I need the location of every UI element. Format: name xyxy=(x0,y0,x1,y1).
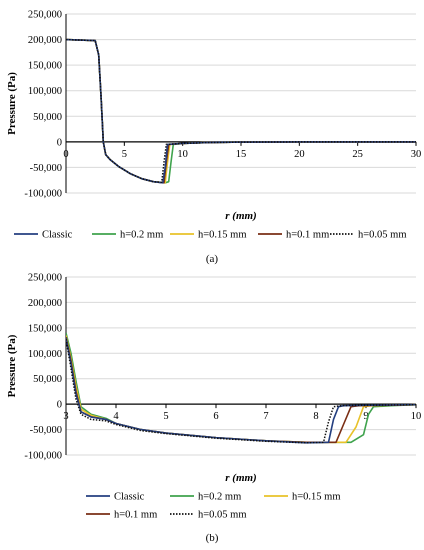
y-axis-title: Pressure (Pa) xyxy=(6,334,18,397)
x-tick-label: 25 xyxy=(352,149,363,160)
y-tick-label: -50,000 xyxy=(30,163,62,174)
x-tick-label: 6 xyxy=(213,411,218,422)
y-tick-label: 250,000 xyxy=(28,273,62,284)
x-tick-label: 4 xyxy=(113,411,119,422)
x-axis-title: r (mm) xyxy=(225,210,256,222)
y-tick-label: 100,000 xyxy=(28,349,62,360)
y-tick-label: -100,000 xyxy=(24,189,62,200)
x-tick-label: 10 xyxy=(177,149,188,160)
y-tick-label: 250,000 xyxy=(28,10,62,21)
legend-label: h=0.2 mm xyxy=(120,230,163,241)
x-tick-label: 30 xyxy=(411,149,422,160)
y-tick-label: -100,000 xyxy=(24,451,62,462)
x-tick-label: 5 xyxy=(163,411,168,422)
x-tick-label: 10 xyxy=(411,411,422,422)
x-tick-label: 0 xyxy=(63,149,68,160)
x-tick-label: 9 xyxy=(363,411,368,422)
x-tick-label: 15 xyxy=(236,149,247,160)
series-line-h-0-15-mm xyxy=(66,38,416,184)
x-axis-title: r (mm) xyxy=(225,472,256,484)
y-tick-label: 50,000 xyxy=(33,112,62,123)
y-tick-label: 100,000 xyxy=(28,86,62,97)
x-tick-label: 8 xyxy=(313,411,318,422)
x-tick-label: 3 xyxy=(63,411,68,422)
y-tick-label: 200,000 xyxy=(28,35,62,46)
series-line-h-0-15-mm xyxy=(66,335,416,444)
series-line-h-0-2-mm xyxy=(66,332,416,444)
legend-label: h=0.2 mm xyxy=(198,492,241,503)
y-tick-label: 150,000 xyxy=(28,323,62,334)
panel-label: (a) xyxy=(206,253,219,265)
legend-label: h=0.05 mm xyxy=(198,510,247,521)
y-tick-label: -50,000 xyxy=(30,425,62,436)
y-tick-label: 200,000 xyxy=(28,298,62,309)
series-line-h-0-05-mm xyxy=(66,38,416,184)
legend-label: h=0.1 mm xyxy=(114,510,157,521)
chart-panel-b: 250,000 200,000 150,000 100,000 50,000 0 -50,0… xyxy=(6,273,421,545)
legend-label: Classic xyxy=(114,492,145,503)
x-tick-label: 7 xyxy=(263,411,268,422)
y-tick-label: 0 xyxy=(57,137,62,148)
legend-label: h=0.1 mm xyxy=(286,230,329,241)
series-line-h-0-05-mm xyxy=(66,338,416,444)
series-line-h-0-2-mm xyxy=(66,38,416,184)
legend-label: h=0.15 mm xyxy=(198,230,247,241)
y-tick-label: 0 xyxy=(57,400,62,411)
series-line-classic xyxy=(66,38,416,184)
series-line-h-0-1-mm xyxy=(66,38,416,184)
legend-label: Classic xyxy=(42,230,73,241)
chart-panel-a: 250,000200,000150,000100,00050,0000-50,0… xyxy=(6,10,421,266)
y-axis-title: Pressure (Pa) xyxy=(6,72,18,135)
y-tick-label: 50,000 xyxy=(33,374,62,385)
x-tick-label: 20 xyxy=(294,149,305,160)
x-tick-label: 5 xyxy=(122,149,127,160)
y-tick-label: 150,000 xyxy=(28,61,62,72)
panel-label: (b) xyxy=(206,532,219,544)
legend-label: h=0.15 mm xyxy=(292,492,341,503)
legend-label: h=0.05 mm xyxy=(358,230,407,241)
